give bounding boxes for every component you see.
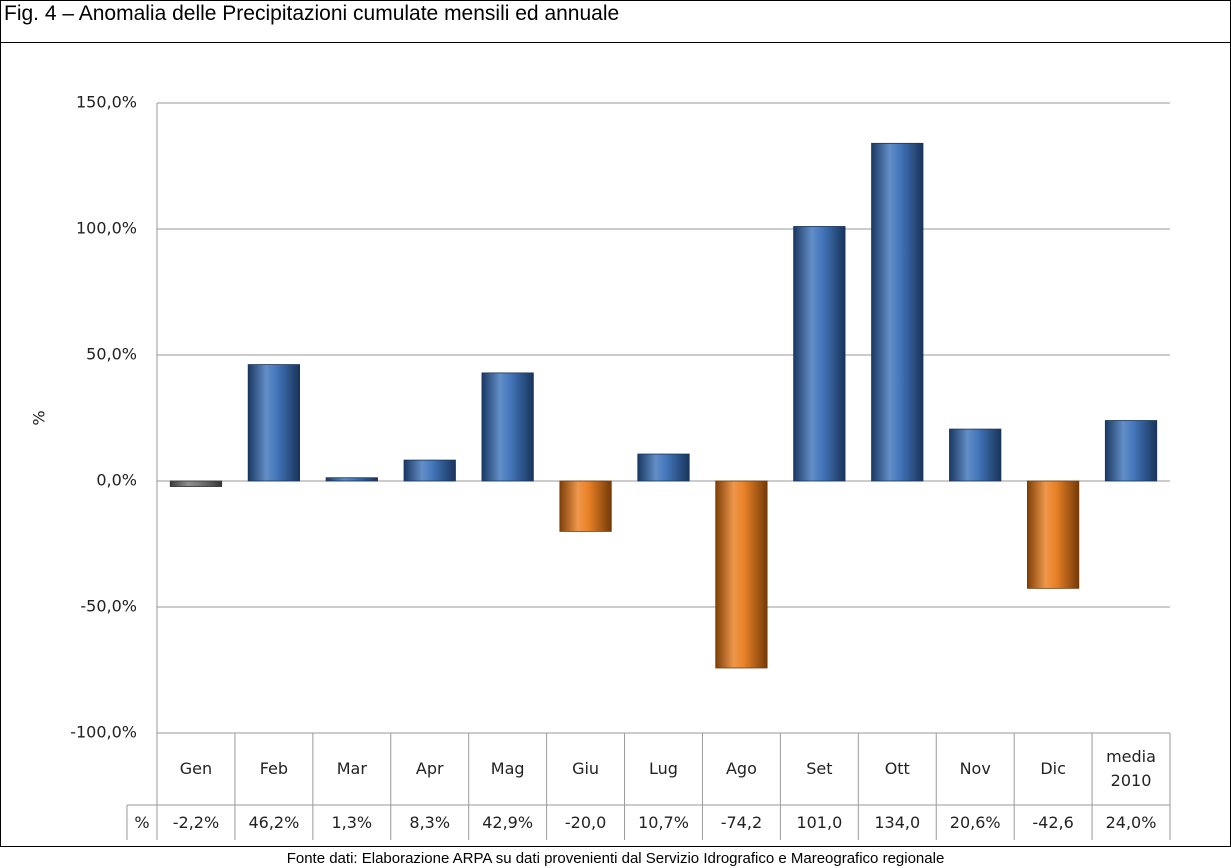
x-tick-label: Lug <box>649 759 678 778</box>
x-tick-label: Nov <box>959 759 991 778</box>
value-label: -74,2 <box>721 813 762 832</box>
value-label: 46,2% <box>248 813 299 832</box>
value-label: 24,0% <box>1106 813 1157 832</box>
x-tick-label: Dic <box>1040 759 1066 778</box>
x-tick-label: Mag <box>490 759 525 778</box>
x-tick-label: Set <box>806 759 833 778</box>
y-tick-label: 100,0% <box>76 219 137 238</box>
value-label: 42,9% <box>482 813 533 832</box>
y-tick-label: 150,0% <box>76 93 137 112</box>
table-row-label: % <box>134 813 149 832</box>
value-label: -2,2% <box>173 813 219 832</box>
x-tick-label: media 2010 <box>1106 747 1156 790</box>
x-tick-label: Feb <box>259 759 289 778</box>
x-tick-label: Ago <box>725 759 757 778</box>
bar <box>637 453 690 482</box>
value-label: 101,0 <box>796 813 842 832</box>
x-tick-label: Giu <box>572 759 600 778</box>
bar <box>793 226 846 482</box>
value-label: -20,0 <box>565 813 606 832</box>
footer: Fonte dati: Elaborazione ARPA su dati pr… <box>286 850 945 867</box>
value-label: 1,3% <box>331 813 372 832</box>
bar <box>481 372 534 482</box>
chart-title: Fig. 4 – Anomalia delle Precipitazioni c… <box>4 2 620 25</box>
x-tick-label: Mar <box>336 759 367 778</box>
y-tick-label: -100,0% <box>70 723 137 742</box>
title-rule <box>0 42 1231 43</box>
value-label: -42,6 <box>1032 813 1073 832</box>
x-tick-label: Gen <box>179 759 213 778</box>
bar <box>1104 420 1158 482</box>
x-tick-label: Ott <box>884 759 910 778</box>
bar <box>871 142 924 482</box>
value-label: 8,3% <box>409 813 450 832</box>
bar <box>949 428 1002 482</box>
bar <box>403 459 456 482</box>
y-tick-label: 50,0% <box>86 345 137 364</box>
bar <box>247 364 300 482</box>
y-tick-label: -50,0% <box>80 597 137 616</box>
bar <box>559 480 612 532</box>
bar <box>169 480 223 487</box>
bar <box>1027 480 1080 589</box>
y-axis-label: % <box>30 410 49 425</box>
bar <box>715 480 768 669</box>
value-label: 20,6% <box>950 813 1001 832</box>
value-label: 134,0 <box>874 813 920 832</box>
bar <box>325 477 378 482</box>
value-label: 10,7% <box>638 813 689 832</box>
x-tick-label: Apr <box>415 759 444 778</box>
y-tick-label: 0,0% <box>96 471 137 490</box>
